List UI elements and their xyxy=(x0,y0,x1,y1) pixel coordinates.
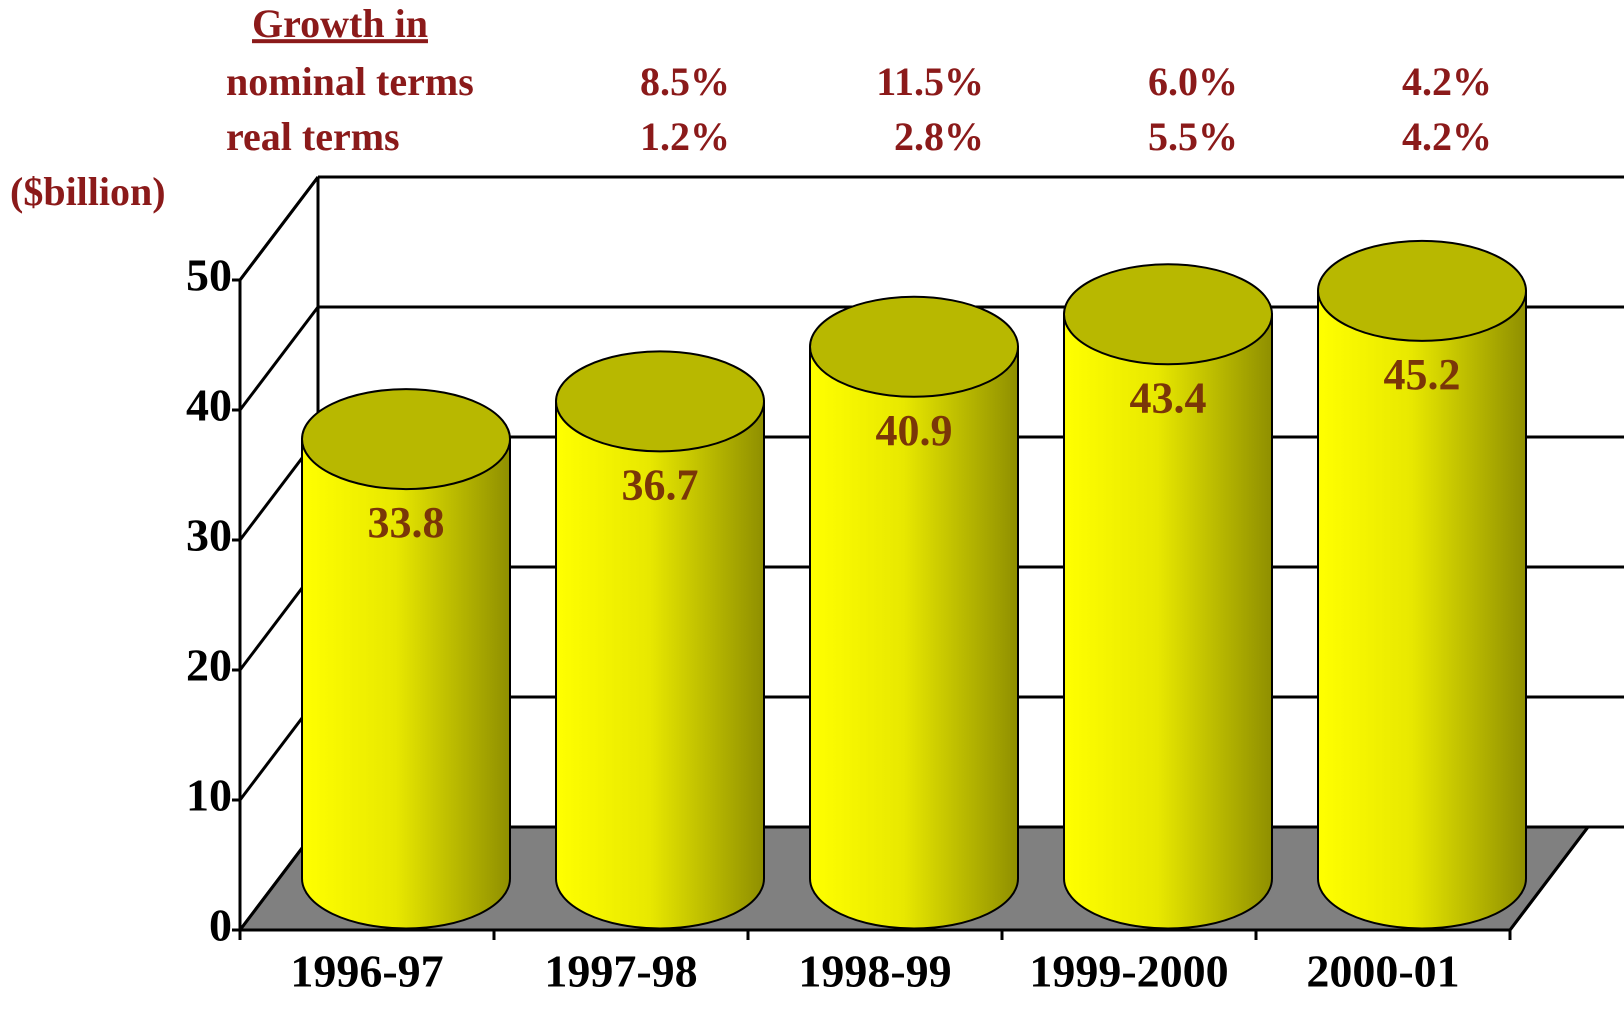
side-grid-line xyxy=(238,306,320,411)
cylinder-body xyxy=(1063,313,1273,930)
growth-value: 2.8% xyxy=(894,114,984,159)
cylinder-top xyxy=(809,295,1019,398)
y-tick-label: 30 xyxy=(186,510,232,561)
cylinder-top xyxy=(301,388,511,491)
x-tick-label: 1997-98 xyxy=(544,946,697,997)
cylinder-body xyxy=(555,400,765,930)
cylinder-top xyxy=(555,350,765,453)
y-tick-label: 40 xyxy=(186,380,232,431)
y-tick-label: 10 xyxy=(186,770,232,821)
cylinder-top xyxy=(1317,239,1527,342)
value-label: 36.7 xyxy=(622,460,699,509)
growth-row-label: real terms xyxy=(226,114,400,159)
y-axis-label: ($billion) xyxy=(10,169,166,214)
growth-value: 4.2% xyxy=(1402,59,1492,104)
growth-value: 8.5% xyxy=(640,59,730,104)
growth-value: 1.2% xyxy=(640,114,730,159)
cylinder-top xyxy=(1063,263,1273,366)
cylinder-body xyxy=(1317,289,1527,930)
y-tick-label: 0 xyxy=(209,900,232,951)
value-label: 45.2 xyxy=(1384,350,1461,399)
growth-value: 4.2% xyxy=(1402,114,1492,159)
growth-value: 6.0% xyxy=(1148,59,1238,104)
value-label: 40.9 xyxy=(876,406,953,455)
growth-title: Growth in xyxy=(252,1,428,46)
x-tick-label: 1998-99 xyxy=(798,946,951,997)
growth-row-label: nominal terms xyxy=(226,59,474,104)
y-tick-label: 20 xyxy=(186,640,232,691)
value-label: 33.8 xyxy=(368,498,445,547)
growth-value: 11.5% xyxy=(876,59,984,104)
value-label: 43.4 xyxy=(1130,373,1207,422)
cylinder-body xyxy=(809,345,1019,930)
growth-value: 5.5% xyxy=(1148,114,1238,159)
cylinder-body xyxy=(301,438,511,930)
x-tick-label: 2000-01 xyxy=(1306,946,1459,997)
floor-right xyxy=(1508,826,1590,931)
x-tick-label: 1996-97 xyxy=(290,946,443,997)
y-tick-label: 50 xyxy=(186,250,232,301)
side-grid-line xyxy=(238,176,320,281)
x-tick-label: 1999-2000 xyxy=(1029,946,1228,997)
